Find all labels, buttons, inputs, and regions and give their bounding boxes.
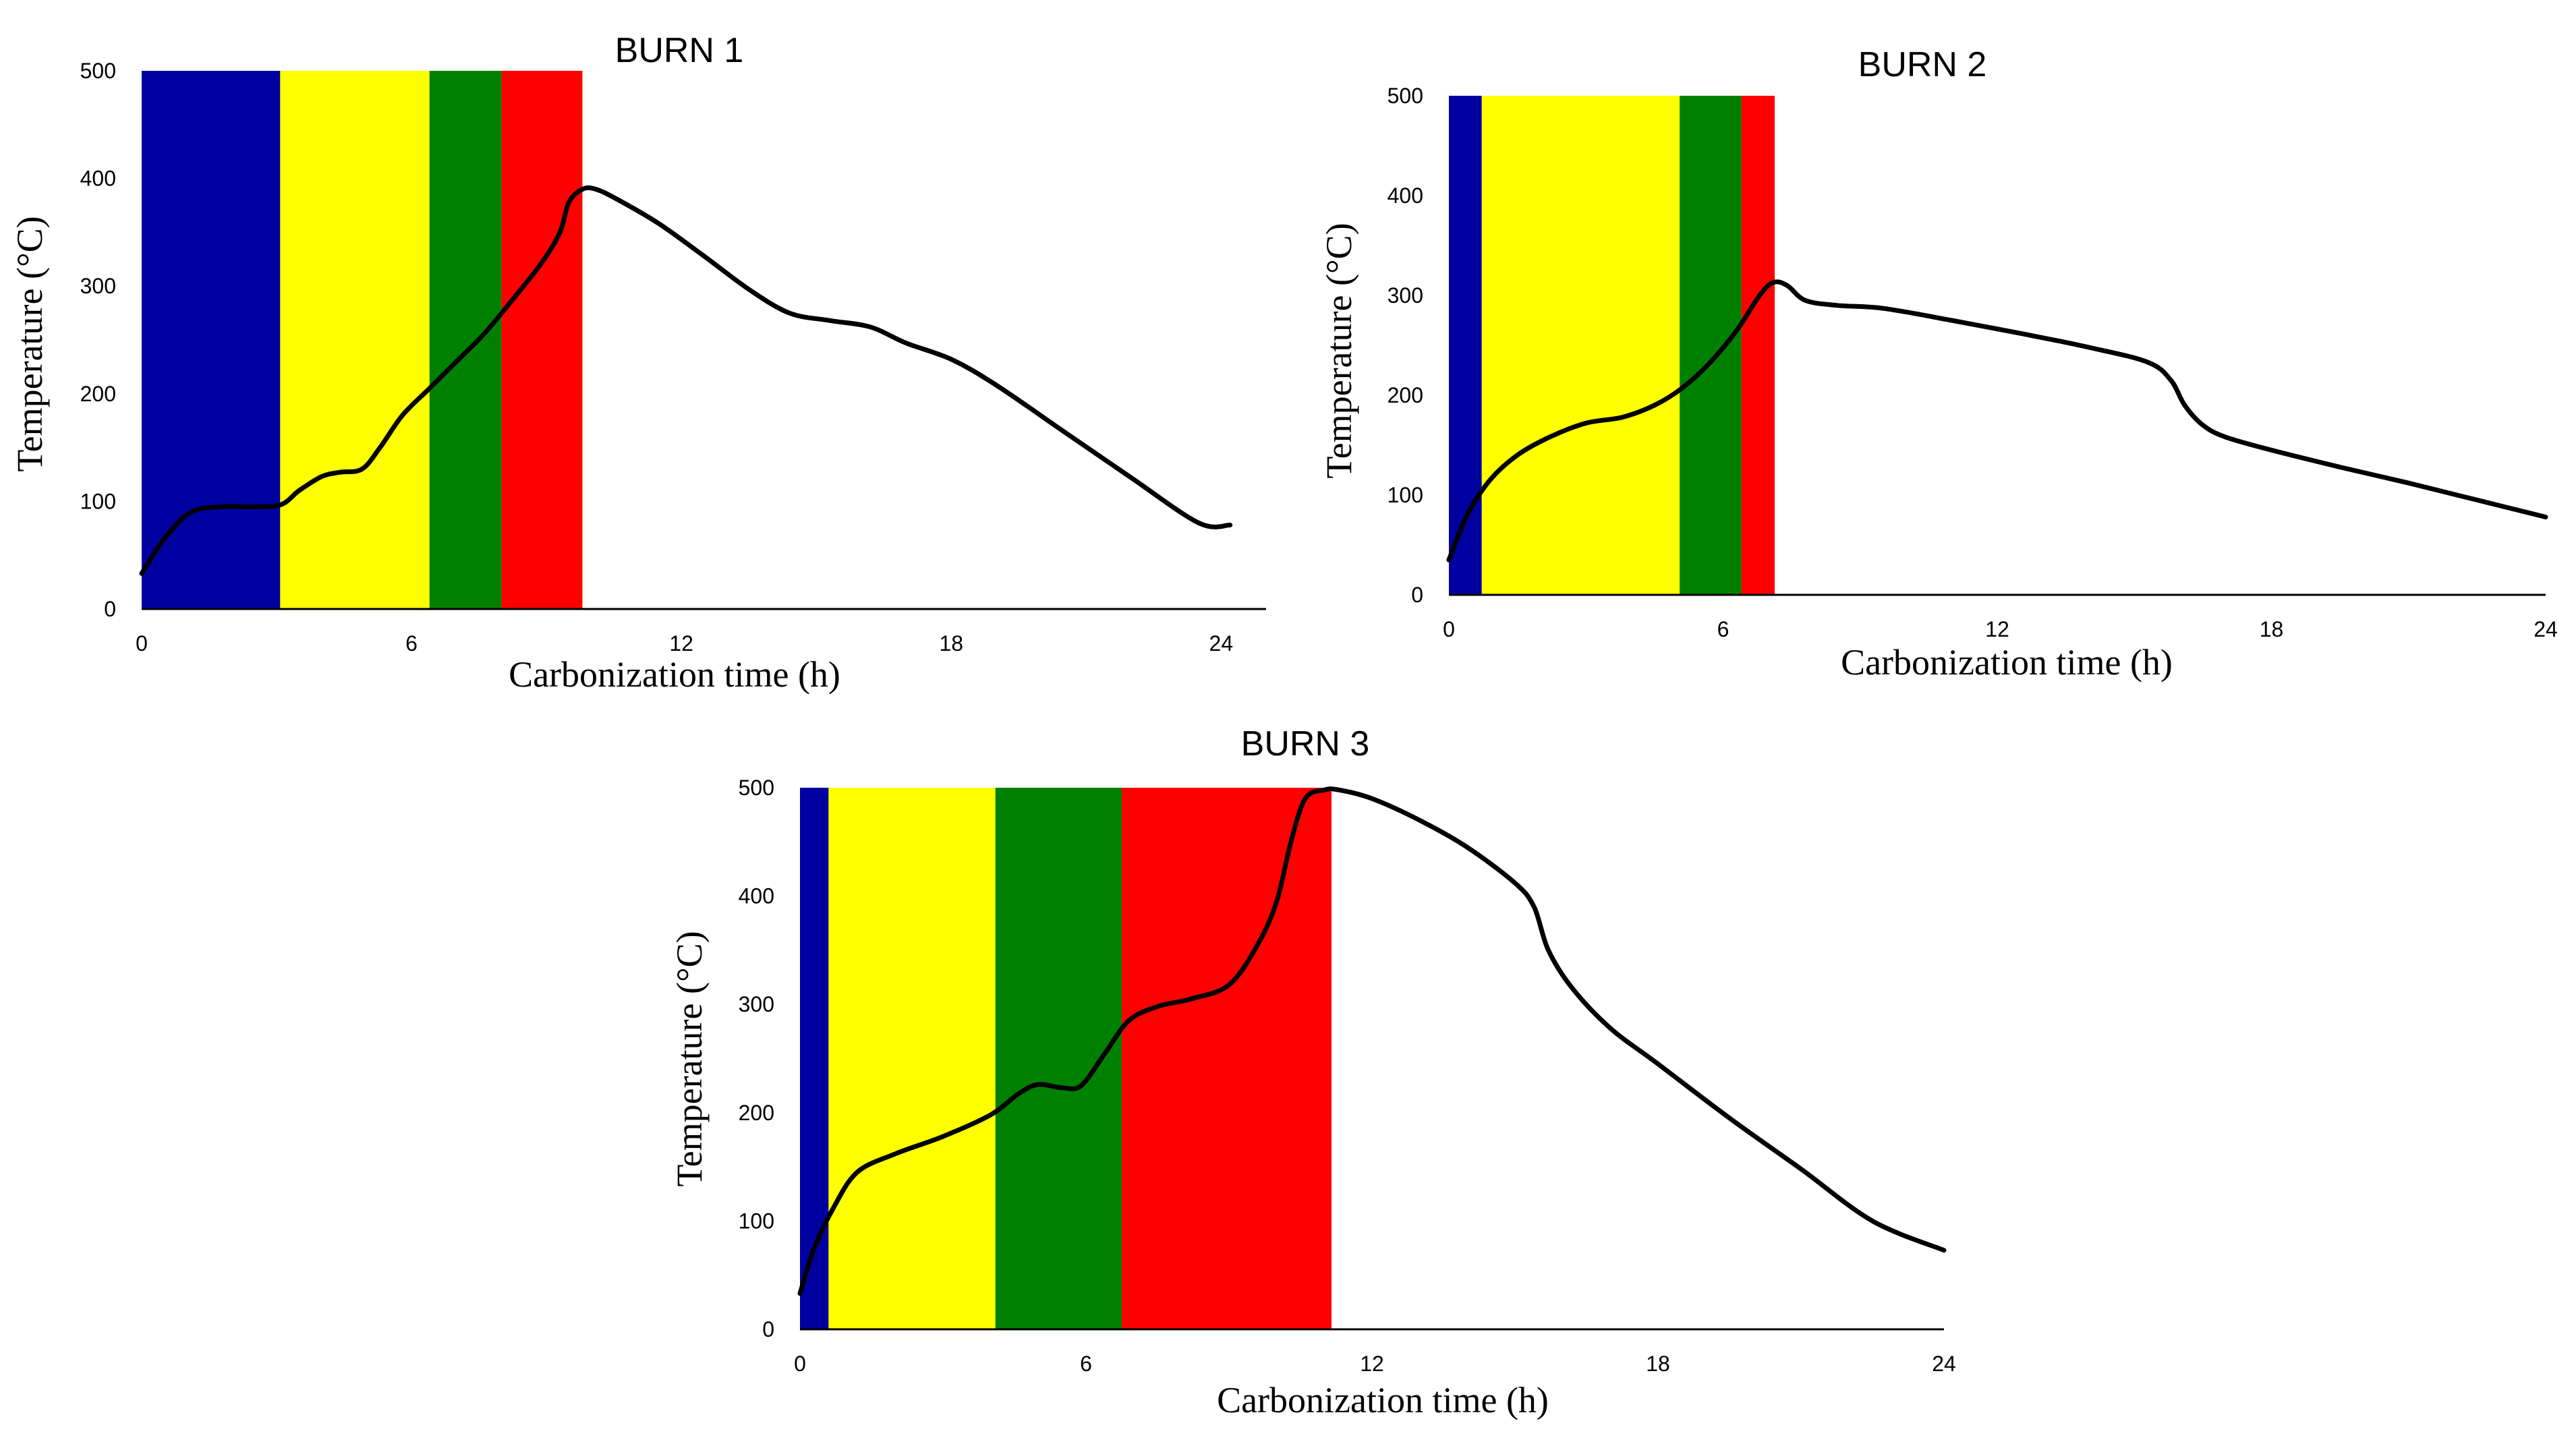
phase-band-3 [429,71,502,609]
x-tick-label: 18 [2260,617,2284,641]
x-tick-label: 24 [2534,617,2558,641]
x-tick-label: 18 [1646,1352,1670,1376]
chart-burn-2: 0 100 200 300 400 500 0 6 12 18 24 BURN 2 Carboni… [1319,45,2558,683]
y-tick-label: 400 [1387,183,1423,208]
x-tick-label: 18 [939,631,963,656]
x-tick-label: 0 [794,1352,806,1376]
chart-burn-1: 0 100 200 300 400 500 0 6 12 18 24 BURN 1 Carboni… [9,31,1266,695]
y-tick-label: 400 [80,167,116,191]
y-tick-label: 200 [1387,383,1423,407]
y-tick-labels: 0 100 200 300 400 500 [80,59,116,621]
y-tick-label: 300 [80,274,116,298]
y-axis-label: Temperature (°C) [1319,223,1359,478]
phase-bands [1449,96,1775,595]
phase-band-1 [1449,96,1482,595]
y-tick-label: 100 [80,489,116,513]
phase-band-2 [1481,96,1680,595]
phase-band-2 [828,788,996,1329]
y-tick-label: 500 [1387,84,1423,108]
x-tick-label: 0 [136,631,148,656]
x-axis-label: Carbonization time (h) [1217,1380,1549,1420]
y-tick-label: 200 [80,382,116,406]
y-tick-label: 500 [80,59,116,83]
chart-title: BURN 2 [1858,45,1987,84]
x-axis-label: Carbonization time (h) [509,654,840,695]
y-tick-labels: 0 100 200 300 400 500 [739,776,774,1341]
y-tick-label: 100 [739,1209,774,1233]
x-axis-label: Carbonization time (h) [1841,642,2173,683]
x-tick-label: 12 [669,631,693,656]
y-axis-label: Temperature (°C) [9,216,50,471]
y-tick-label: 300 [1387,283,1423,308]
x-tick-label: 6 [1080,1352,1092,1376]
chart-title: BURN 1 [615,31,744,70]
y-tick-label: 400 [739,884,774,908]
x-tick-label: 24 [1932,1352,1956,1376]
x-tick-label: 0 [1443,617,1455,641]
x-tick-labels: 0 6 12 18 24 [794,1352,1956,1376]
x-tick-label: 12 [1360,1352,1384,1376]
y-tick-label: 500 [739,776,774,800]
phase-band-4 [501,71,583,609]
x-tick-labels: 0 6 12 18 24 [1443,617,2558,641]
chart-burn-3: 0 100 200 300 400 500 0 6 12 18 24 BURN 3 Carboni… [669,724,1956,1420]
x-tick-label: 6 [1717,617,1729,641]
y-tick-label: 100 [1387,483,1423,507]
temperature-curve [1446,279,2548,562]
phase-bands [800,788,1332,1329]
phase-band-2 [280,71,430,609]
phase-band-1 [800,788,829,1329]
x-tick-label: 12 [1985,617,2009,641]
y-tick-label: 0 [762,1317,774,1341]
x-tick-label: 6 [405,631,418,656]
phase-band-4 [1122,788,1332,1329]
y-tick-label: 0 [1411,583,1423,607]
phase-bands [142,71,583,609]
phase-band-3 [1680,96,1742,595]
y-axis-label: Temperature (°C) [669,931,710,1186]
phase-band-1 [142,71,281,609]
x-tick-labels: 0 6 12 18 24 [136,631,1233,656]
y-tick-label: 200 [739,1101,774,1125]
y-tick-labels: 0 100 200 300 400 500 [1387,84,1423,607]
x-tick-label: 24 [1209,631,1234,656]
temperature-curve [797,786,1947,1296]
y-tick-label: 300 [739,992,774,1016]
chart-title: BURN 3 [1241,724,1370,763]
phase-band-4 [1741,96,1775,595]
y-tick-label: 0 [104,597,116,621]
temperature-curve [139,185,1233,576]
